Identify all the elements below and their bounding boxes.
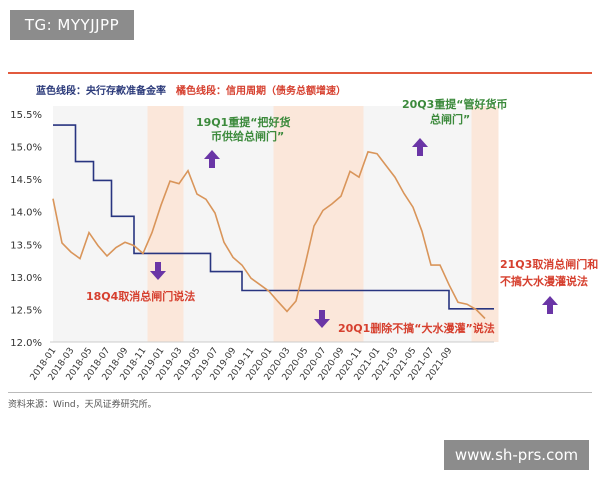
shaded-band <box>147 106 184 342</box>
legend-orange: 橘色线段：信用周期（债务总额增速） <box>176 86 346 97</box>
y-tick-label: 15.0% <box>10 143 42 154</box>
y-tick-label: 15.5% <box>10 110 42 121</box>
annotation-21q3-line2: 不搞大水漫灌说法 <box>500 274 588 288</box>
annotation-19q1-line2: 币供给总闸门” <box>211 129 284 143</box>
annotation-21q3-line1: 21Q3取消总闸门和 <box>500 257 598 271</box>
shaded-band <box>273 106 364 342</box>
y-tick-label: 12.5% <box>10 305 42 316</box>
y-tick-label: 13.5% <box>10 240 42 251</box>
series-reserve-ratio-line <box>53 124 494 310</box>
arrow-20q3 <box>412 138 428 156</box>
arrow-18q4 <box>150 262 166 280</box>
annotation-20q3-line1: 20Q3重提“管好货币 <box>402 97 508 111</box>
y-tick-label: 14.0% <box>10 208 42 219</box>
source-note: 资料来源：Wind，天风证券研究所。 <box>8 400 157 410</box>
y-tick-label: 14.5% <box>10 175 42 186</box>
arrow-21q3 <box>542 296 558 314</box>
header-rule <box>8 72 592 74</box>
legend-blue: 蓝色线段：央行存款准备金率 <box>36 86 166 97</box>
arrow-20q1 <box>314 310 330 328</box>
y-tick-label: 13.0% <box>10 273 42 284</box>
annotation-19q1-line1: 19Q1重提“把好货 <box>196 115 291 129</box>
annotation-20q1: 20Q1删除不搞“大水漫灌”说法 <box>338 321 495 335</box>
annotation-18q4: 18Q4取消总闸门说法 <box>86 289 195 303</box>
arrow-19q1 <box>204 150 220 168</box>
series-credit-cycle-line <box>52 150 486 320</box>
footer-rule <box>8 392 592 393</box>
watermark-bottom: www.sh-prs.com <box>444 440 589 470</box>
watermark-top: TG: MYYJJPP <box>10 10 134 40</box>
y-tick-label: 12.0% <box>10 338 42 349</box>
shaded-band <box>471 106 499 342</box>
annotation-20q3-line2: 总闸门” <box>430 112 470 126</box>
